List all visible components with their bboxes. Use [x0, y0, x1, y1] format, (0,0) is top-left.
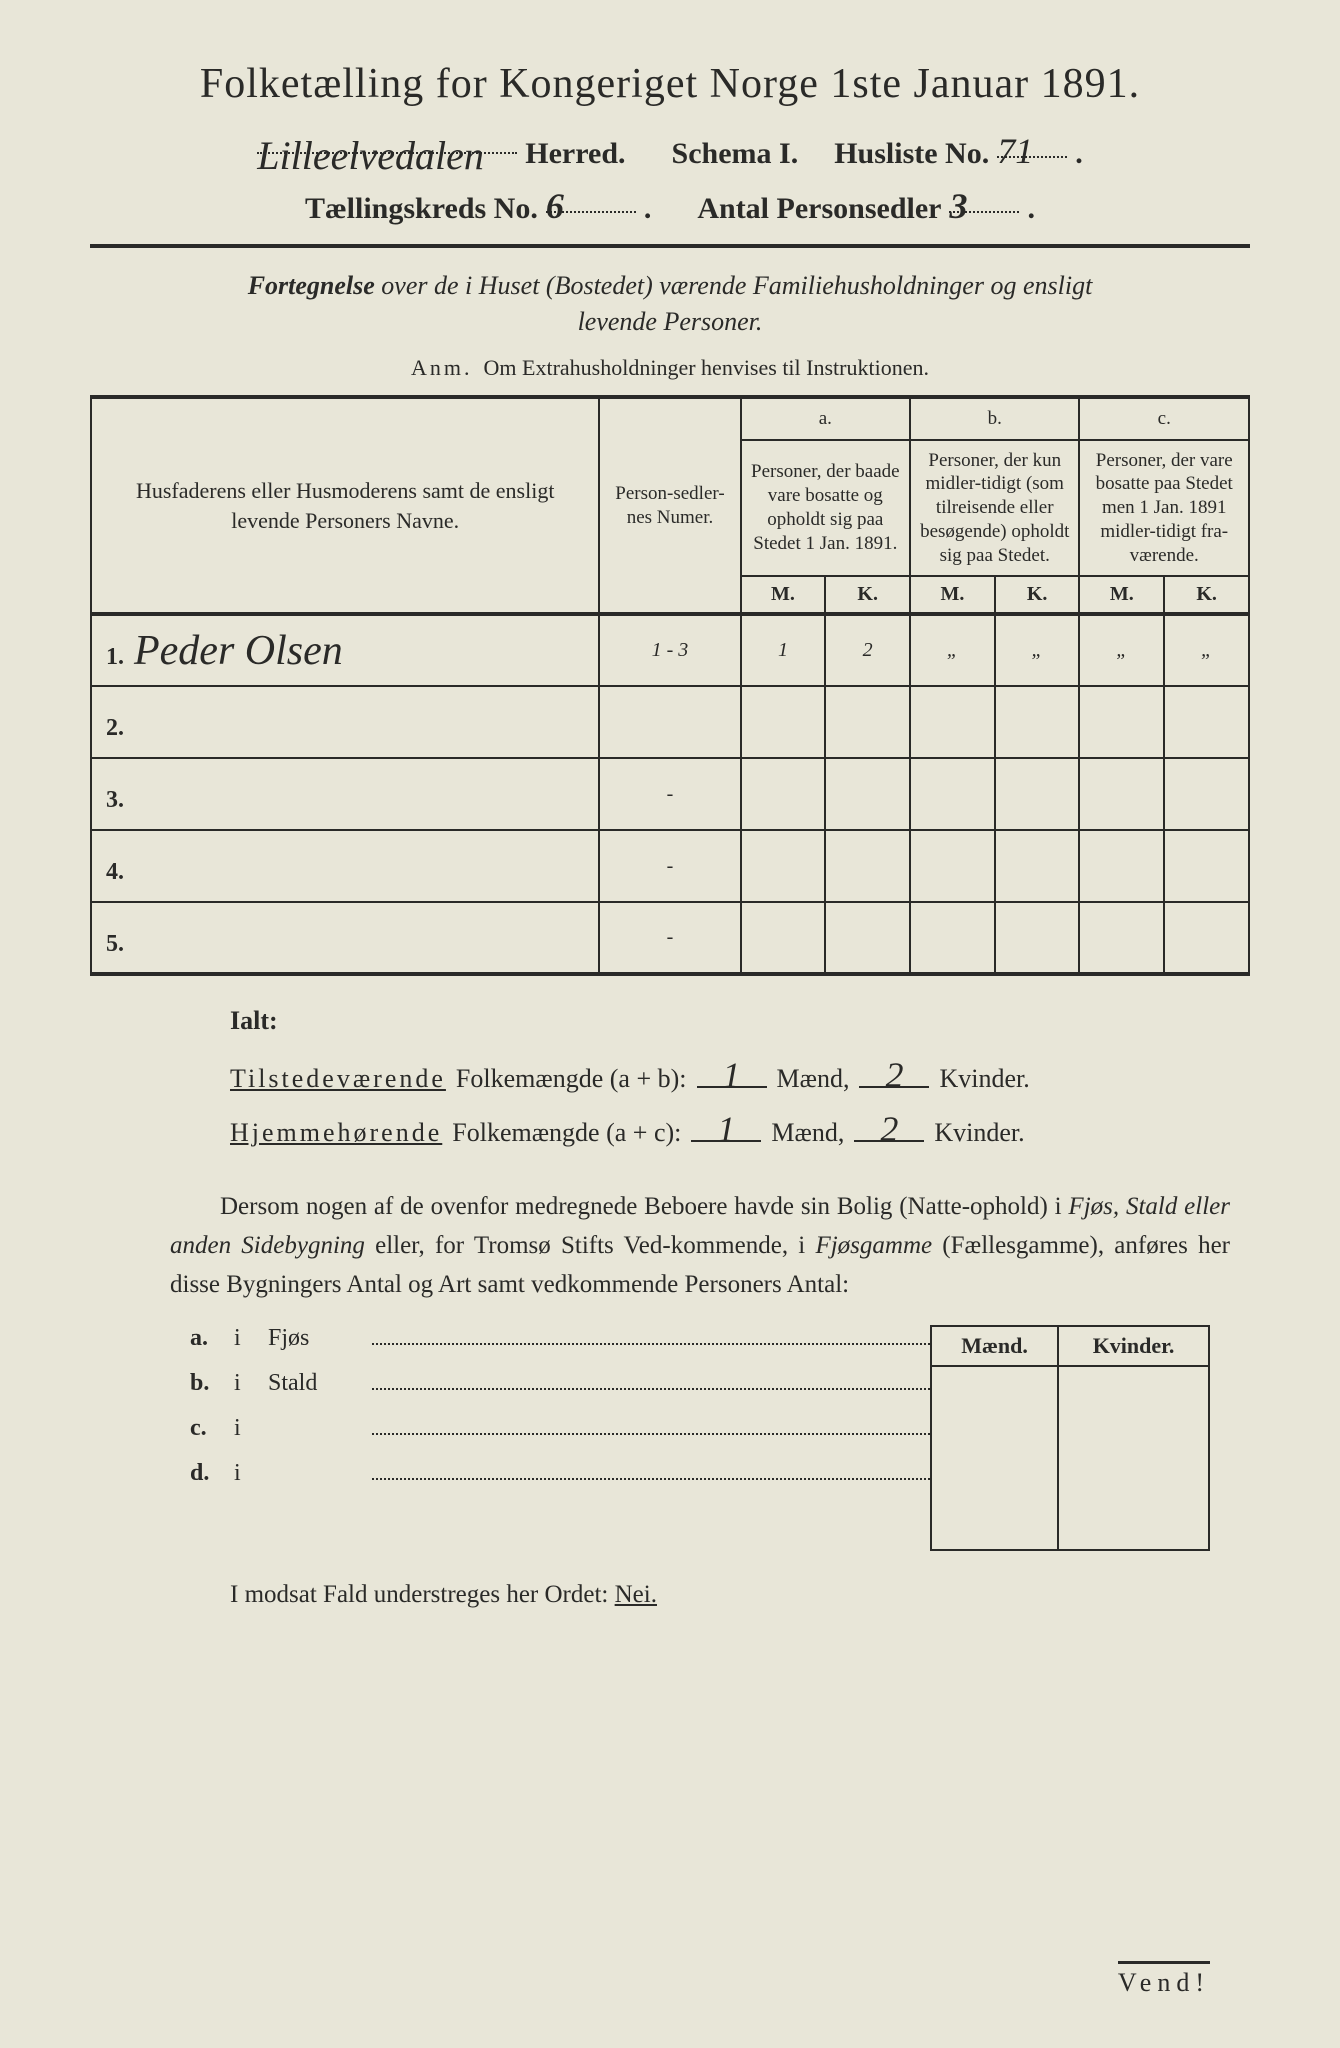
col-sedler: Person-sedler-nes Numer. [599, 397, 740, 615]
building-row: a. i Fjøs [190, 1325, 930, 1352]
table-row: 3. - [91, 758, 1249, 830]
header-line-2: Tællingskreds No. 6 . Antal Personsedler… [90, 185, 1250, 226]
table-row: 2. [91, 686, 1249, 758]
antal-label: Antal Personsedler [697, 192, 941, 226]
col-b-text: Personer, der kun midler-tidigt (som til… [910, 440, 1079, 577]
ialt-row-1: Tilstedeværende Folkemængde (a + b): 1 M… [230, 1054, 1250, 1094]
page-title: Folketælling for Kongeriget Norge 1ste J… [90, 60, 1250, 108]
table-row: 1.Peder Olsen 1 - 3 1 2 „ „ „ „ [91, 614, 1249, 686]
kreds-value: 6 [546, 186, 564, 226]
mk-header: M. [910, 576, 995, 614]
col-a-text: Personer, der baade vare bosatte og opho… [741, 440, 910, 577]
kreds-label: Tællingskreds No. [305, 192, 538, 226]
schema-label: Schema I. [672, 137, 799, 171]
modsat-line: I modsat Fald understreges her Ordet: Ne… [230, 1581, 1250, 1609]
antal-value: 3 [949, 186, 967, 226]
col-a-label: a. [741, 397, 910, 440]
husliste-label: Husliste No. [834, 137, 989, 171]
table-row: 4. - [91, 830, 1249, 902]
col-names: Husfaderens eller Husmoderens samt de en… [91, 397, 599, 615]
vend-label: Vend! [1118, 1961, 1210, 1998]
table-row: 5. - [91, 902, 1249, 974]
herred-value: Lilleelvedalen [257, 133, 484, 178]
mk-header: K. [995, 576, 1080, 614]
mk-header: K. [825, 576, 910, 614]
building-row: b. i Stald [190, 1370, 930, 1397]
husliste-value: 71 [997, 131, 1033, 171]
mk-table: Mænd. Kvinder. [930, 1325, 1210, 1551]
lower-section: a. i Fjøs b. i Stald c. i d. i Mænd. Kvi… [190, 1325, 1210, 1551]
header-line-1: Lilleelvedalen Herred. Schema I. Huslist… [90, 126, 1250, 171]
building-row: d. i [190, 1460, 930, 1487]
mk-header: M. [1079, 576, 1164, 614]
ialt-row-2: Hjemmehørende Folkemængde (a + c): 1 Mæn… [230, 1108, 1250, 1148]
lower-head-k: Kvinder. [1058, 1326, 1209, 1366]
sidebygning-paragraph: Dersom nogen af de ovenfor medregnede Be… [170, 1188, 1230, 1304]
col-c-text: Personer, der vare bosatte paa Stedet me… [1079, 440, 1249, 577]
ialt-label: Ialt: [230, 1006, 1250, 1036]
building-row: c. i [190, 1415, 930, 1442]
mk-header: K. [1164, 576, 1249, 614]
mk-header: M. [741, 576, 826, 614]
col-c-label: c. [1079, 397, 1249, 440]
household-table: Husfaderens eller Husmoderens samt de en… [90, 395, 1250, 977]
divider [90, 244, 1250, 248]
anm-note: Anm. Om Extrahusholdninger henvises til … [90, 355, 1250, 381]
fortegnelse-text: Fortegnelse over de i Huset (Bostedet) v… [130, 268, 1210, 341]
lower-head-m: Mænd. [931, 1326, 1058, 1366]
herred-label: Herred. [525, 137, 625, 171]
ialt-section: Ialt: Tilstedeværende Folkemængde (a + b… [230, 1006, 1250, 1148]
col-b-label: b. [910, 397, 1079, 440]
